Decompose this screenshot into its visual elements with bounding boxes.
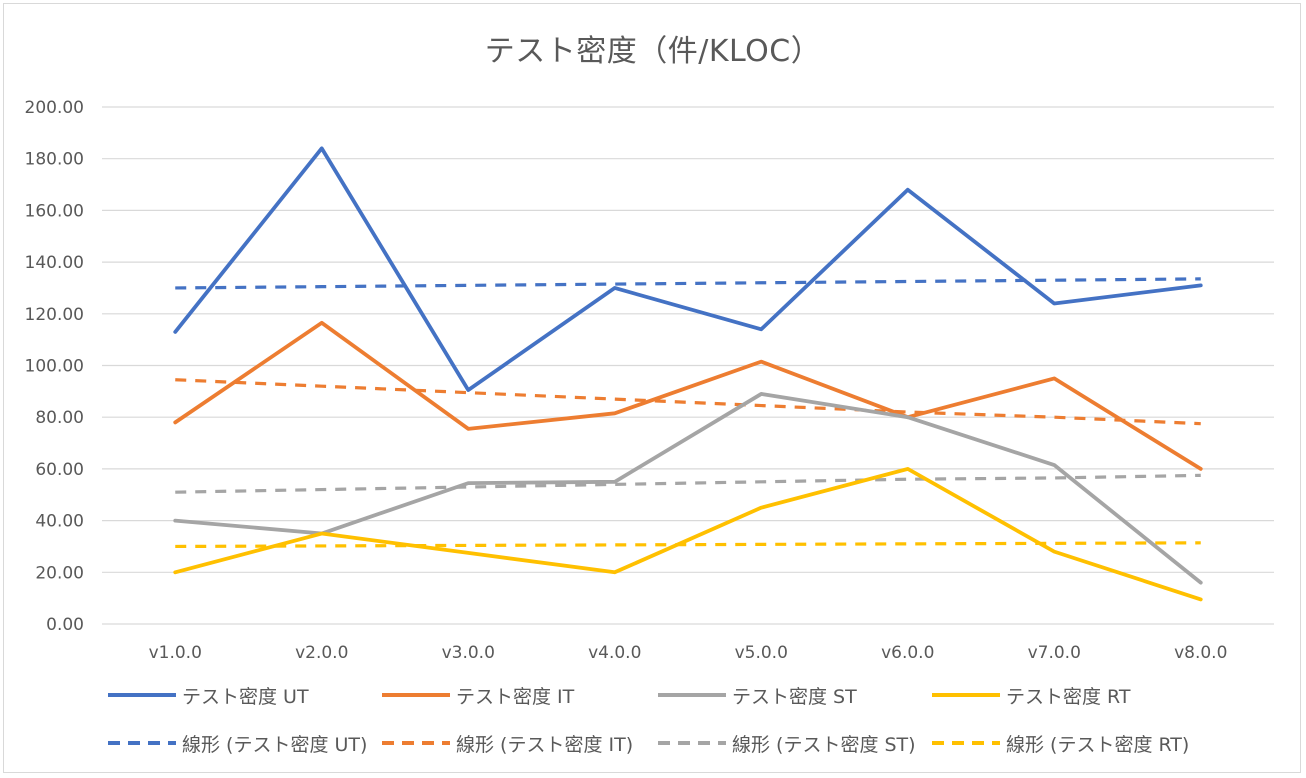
series-lines bbox=[173, 146, 1203, 602]
legend-item: テスト密度 UT bbox=[108, 680, 382, 710]
legend-item: テスト密度 ST bbox=[658, 680, 932, 710]
legend-item: 線形 (テスト密度 ST) bbox=[658, 728, 932, 758]
series-line-2 bbox=[173, 320, 1203, 471]
y-tick-label: 180.00 bbox=[25, 150, 84, 170]
legend-label: テスト密度 UT bbox=[182, 685, 309, 708]
y-tick-label: 40.00 bbox=[35, 512, 84, 532]
gridlines bbox=[102, 106, 1274, 625]
legend-solid-swatch bbox=[108, 693, 176, 697]
series-line-4 bbox=[173, 466, 1203, 602]
x-axis-ticks: v1.0.0 v2.0.0 v3.0.0 v4.0.0 v5.0.0 v6.0.0 v7.0… bbox=[149, 643, 1228, 663]
legend-item: 線形 (テスト密度 UT) bbox=[108, 728, 382, 758]
legend-dashed-swatch bbox=[932, 741, 1000, 745]
x-tick-label: v6.0.0 bbox=[881, 643, 934, 663]
y-tick-label: 60.00 bbox=[35, 460, 84, 480]
legend-solid-swatch bbox=[382, 693, 450, 697]
y-tick-label: 80.00 bbox=[35, 408, 84, 428]
series-line-3 bbox=[173, 392, 1203, 585]
legend-dashed-swatch bbox=[108, 741, 176, 745]
y-tick-label: 140.00 bbox=[25, 253, 84, 273]
series-line-1 bbox=[173, 146, 1203, 392]
chart-frame bbox=[3, 3, 1301, 773]
x-tick-label: v2.0.0 bbox=[295, 643, 348, 663]
y-tick-label: 200.00 bbox=[25, 98, 84, 118]
x-tick-label: v5.0.0 bbox=[735, 643, 788, 663]
x-tick-label: v3.0.0 bbox=[442, 643, 495, 663]
x-tick-label: v8.0.0 bbox=[1174, 643, 1227, 663]
legend-label: テスト密度 ST bbox=[732, 685, 857, 708]
series-line-7 bbox=[175, 473, 1201, 494]
y-tick-label: 0.00 bbox=[46, 615, 84, 635]
chart-title: テスト密度（件/KLOC） bbox=[484, 34, 822, 69]
y-axis-ticks: 0.00 20.00 40.00 60.00 80.00 100.00 120.00 140.… bbox=[25, 98, 84, 635]
legend-item: テスト密度 RT bbox=[932, 680, 1232, 710]
x-tick-label: v4.0.0 bbox=[588, 643, 641, 663]
y-tick-label: 100.00 bbox=[25, 357, 84, 377]
legend-label: 線形 (テスト密度 UT) bbox=[182, 733, 368, 756]
legend-label: 線形 (テスト密度 RT) bbox=[1006, 733, 1190, 756]
legend-label: 線形 (テスト密度 ST) bbox=[732, 733, 916, 756]
legend: テスト密度 UT テスト密度 IT テスト密度 ST テスト密度 RT 線形 (テスト密… bbox=[108, 680, 1228, 758]
series-line-8 bbox=[175, 541, 1201, 549]
x-tick-label: v1.0.0 bbox=[149, 643, 202, 663]
y-tick-label: 160.00 bbox=[25, 201, 84, 221]
x-tick-label: v7.0.0 bbox=[1028, 643, 1081, 663]
legend-solid-swatch bbox=[658, 693, 726, 697]
legend-dashed-swatch bbox=[658, 741, 726, 745]
y-tick-label: 120.00 bbox=[25, 305, 84, 325]
legend-dashed-swatch bbox=[382, 741, 450, 745]
legend-item: テスト密度 IT bbox=[382, 680, 658, 710]
legend-label: テスト密度 RT bbox=[1006, 685, 1131, 708]
legend-solid-swatch bbox=[932, 693, 1000, 697]
legend-label: テスト密度 IT bbox=[456, 685, 575, 708]
y-tick-label: 20.00 bbox=[35, 563, 84, 583]
legend-item: 線形 (テスト密度 IT) bbox=[382, 728, 658, 758]
series-line-5 bbox=[175, 277, 1201, 290]
legend-label: 線形 (テスト密度 IT) bbox=[456, 733, 634, 756]
legend-item: 線形 (テスト密度 RT) bbox=[932, 728, 1232, 758]
